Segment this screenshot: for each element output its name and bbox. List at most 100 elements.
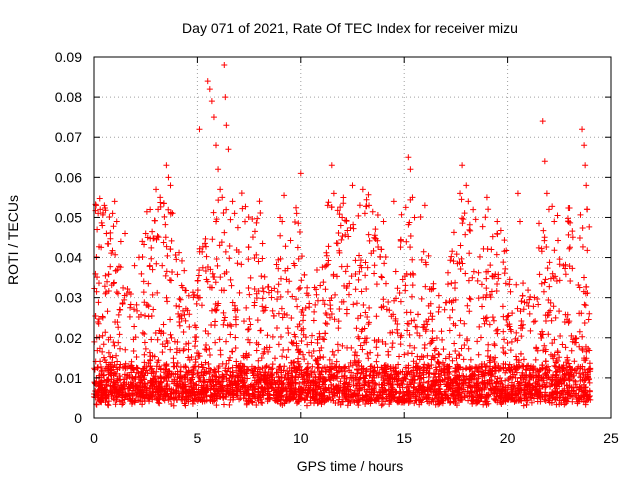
data-point xyxy=(556,394,563,401)
data-point xyxy=(176,295,183,302)
data-point xyxy=(432,345,439,352)
data-point xyxy=(559,341,566,348)
data-point xyxy=(463,373,470,380)
data-point xyxy=(266,392,273,399)
data-point xyxy=(358,288,365,295)
data-point xyxy=(461,320,468,327)
data-point xyxy=(554,367,561,374)
data-point xyxy=(514,190,521,197)
data-point xyxy=(162,234,169,241)
data-point xyxy=(424,384,431,391)
data-point xyxy=(171,363,178,370)
data-point xyxy=(96,195,103,202)
data-point xyxy=(514,378,521,385)
data-point xyxy=(411,317,418,324)
data-point xyxy=(161,213,168,220)
data-point xyxy=(565,376,572,383)
data-point xyxy=(377,253,384,260)
data-point xyxy=(484,347,491,354)
data-point xyxy=(133,353,140,360)
data-point xyxy=(234,307,241,314)
data-point xyxy=(576,284,583,291)
data-point xyxy=(464,302,471,309)
data-point xyxy=(178,312,185,319)
data-point xyxy=(204,78,211,85)
data-point xyxy=(542,398,549,405)
data-point xyxy=(288,314,295,321)
data-point xyxy=(355,276,362,283)
data-point xyxy=(383,368,390,375)
data-point xyxy=(220,394,227,401)
data-point xyxy=(163,243,170,250)
data-point xyxy=(526,367,533,374)
data-point xyxy=(211,397,218,404)
data-point xyxy=(400,389,407,396)
data-point xyxy=(403,384,410,391)
data-point xyxy=(536,372,543,379)
data-point xyxy=(450,398,457,405)
data-point xyxy=(360,370,367,377)
data-point xyxy=(502,280,509,287)
data-point xyxy=(231,302,238,309)
data-point xyxy=(145,303,152,310)
data-point xyxy=(568,387,575,394)
data-point xyxy=(466,250,473,257)
data-point xyxy=(416,376,423,383)
data-point xyxy=(505,392,512,399)
data-point xyxy=(203,393,210,400)
data-point xyxy=(148,244,155,251)
data-point xyxy=(112,267,119,274)
data-point xyxy=(298,337,305,344)
data-point xyxy=(333,240,340,247)
data-point xyxy=(415,311,422,318)
data-point xyxy=(426,369,433,376)
data-point xyxy=(295,255,302,262)
data-point xyxy=(169,269,176,276)
data-point xyxy=(488,377,495,384)
data-point xyxy=(259,389,266,396)
data-point xyxy=(308,352,315,359)
data-point xyxy=(139,329,146,336)
data-point xyxy=(365,231,372,238)
data-point xyxy=(524,389,531,396)
data-point xyxy=(167,331,174,338)
data-point xyxy=(277,214,284,221)
data-point xyxy=(579,347,586,354)
data-point xyxy=(206,352,213,359)
data-point xyxy=(99,348,106,355)
data-point xyxy=(100,354,107,361)
data-point xyxy=(232,313,239,320)
y-tick-label: 0.01 xyxy=(55,370,82,386)
data-point xyxy=(448,280,455,287)
data-point xyxy=(112,251,119,258)
data-point xyxy=(365,191,372,198)
data-point xyxy=(322,286,329,293)
data-point xyxy=(268,287,275,294)
data-point xyxy=(342,231,349,238)
data-point xyxy=(294,244,301,251)
x-tick-label: 10 xyxy=(293,430,309,446)
data-point xyxy=(480,315,487,322)
data-point xyxy=(289,340,296,347)
data-point xyxy=(479,303,486,310)
data-point xyxy=(545,331,552,338)
data-point xyxy=(414,365,421,372)
data-point xyxy=(185,354,192,361)
data-point xyxy=(183,364,190,371)
data-point xyxy=(139,394,146,401)
data-point xyxy=(472,216,479,223)
data-point xyxy=(245,392,252,399)
data-point xyxy=(429,327,436,334)
data-point xyxy=(118,392,125,399)
data-point xyxy=(374,364,381,371)
data-point xyxy=(500,394,507,401)
data-point xyxy=(491,396,498,403)
data-point xyxy=(180,347,187,354)
data-point xyxy=(298,385,305,392)
data-point xyxy=(186,323,193,330)
data-point xyxy=(191,363,198,370)
data-point xyxy=(160,321,167,328)
data-point xyxy=(411,214,418,221)
data-point xyxy=(436,376,443,383)
data-point xyxy=(402,204,409,211)
